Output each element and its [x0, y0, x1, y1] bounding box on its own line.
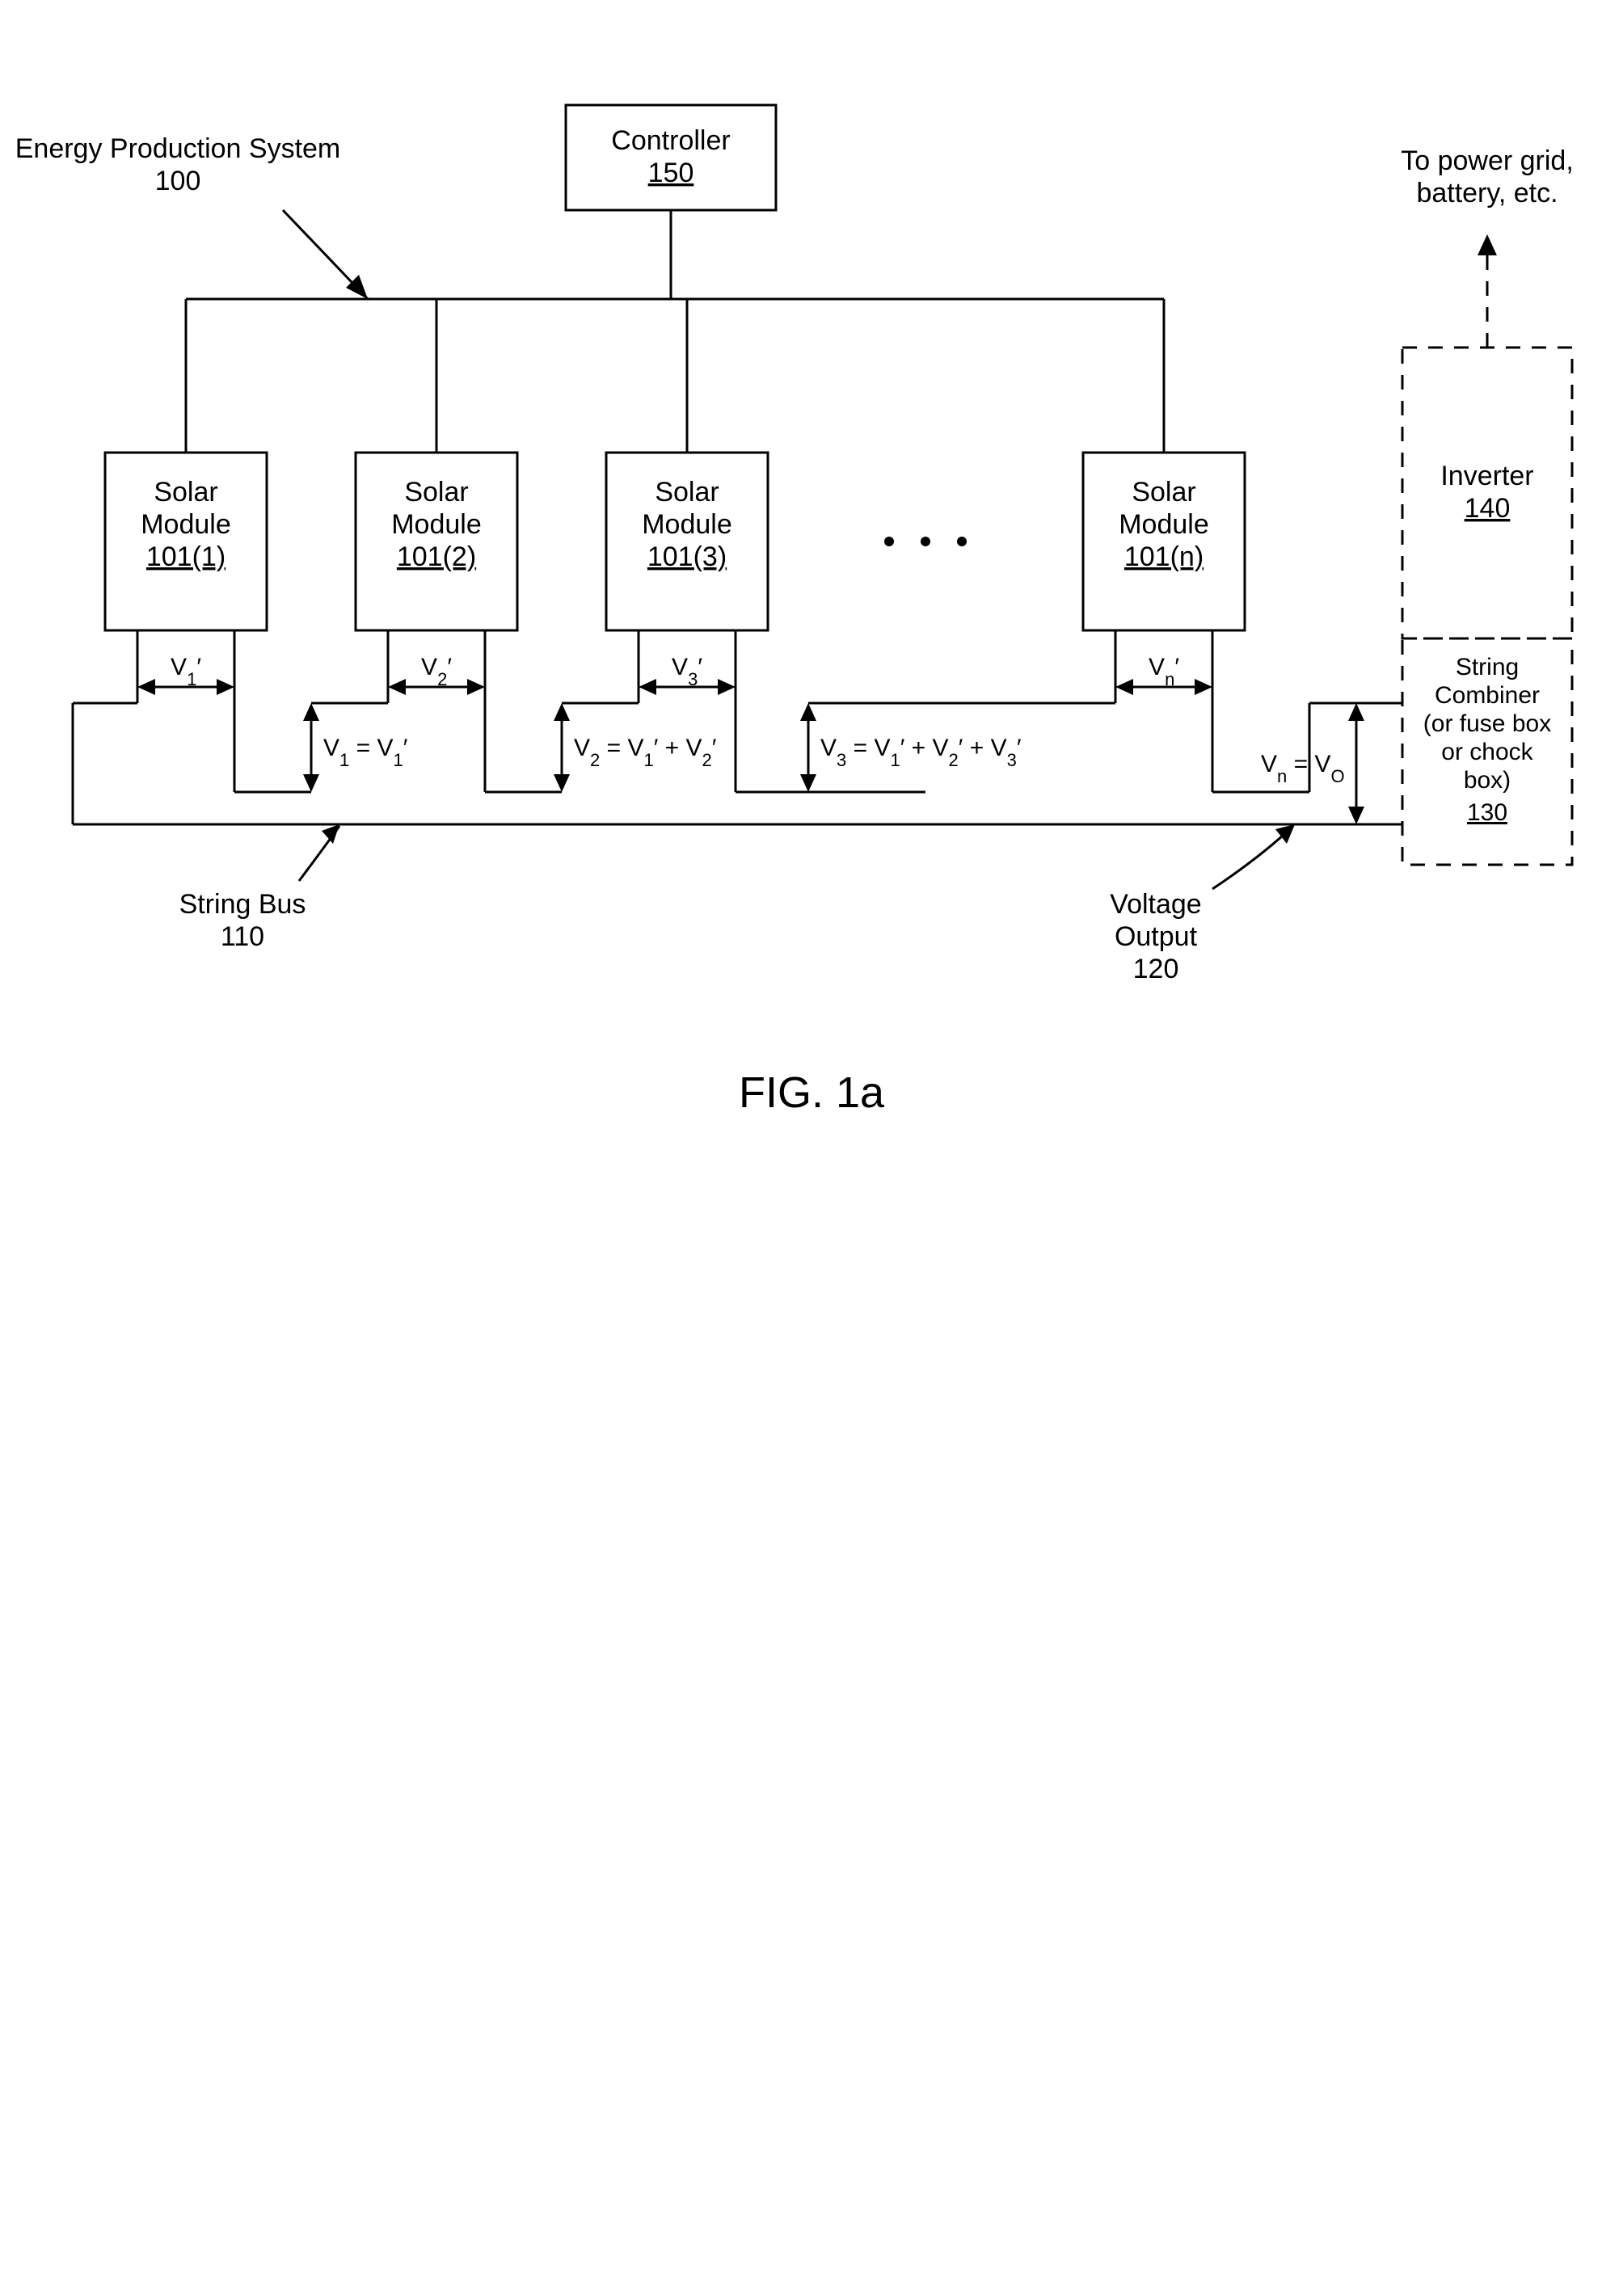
combiner-l5: box)	[1464, 767, 1511, 794]
gap2-eq: V2 = V1′ + V2′	[574, 735, 717, 770]
module-2-l1: Solar	[404, 477, 468, 508]
system-label-line2: 100	[155, 166, 201, 196]
inverter-out-arrow	[1478, 234, 1497, 255]
module-n-ref: 101(n)	[1124, 541, 1204, 572]
module-3-l2: Module	[642, 509, 732, 540]
combiner-l3: (or fuse box	[1423, 710, 1551, 737]
inverter-title: Inverter	[1440, 461, 1533, 491]
module-1-l2: Module	[141, 509, 231, 540]
ellipsis-dot-1	[884, 537, 894, 546]
inverter-ref: 140	[1465, 493, 1511, 524]
module-n-l2: Module	[1119, 509, 1209, 540]
m1-vprime-label: V1′	[171, 654, 201, 689]
module-3-l1: Solar	[655, 477, 719, 508]
module-n-l1: Solar	[1132, 477, 1195, 508]
system-label-line1: Energy Production System	[15, 133, 341, 164]
string-bus-label: String Bus	[179, 889, 306, 920]
gap4-eq: Vn = VO	[1261, 751, 1345, 786]
output-l2: battery, etc.	[1416, 178, 1558, 209]
output-l1: To power grid,	[1401, 145, 1574, 176]
diagram-svg: Energy Production System 100 Controller …	[0, 0, 1623, 2296]
combiner-l2: Combiner	[1435, 682, 1540, 709]
voltage-output-l1: Voltage	[1110, 889, 1201, 920]
gap3-eq: V3 = V1′ + V2′ + V3′	[820, 735, 1022, 770]
combiner-ref: 130	[1467, 799, 1507, 826]
voltage-output-ref: 120	[1133, 954, 1179, 984]
voltage-output-l2: Output	[1115, 921, 1198, 952]
module-2-l2: Module	[391, 509, 482, 540]
m2-vprime-label: V2′	[421, 654, 452, 689]
controller-title: Controller	[611, 125, 730, 156]
m3-vprime-label: V3′	[672, 654, 702, 689]
combiner-l1: String	[1456, 654, 1519, 680]
ellipsis-dot-2	[921, 537, 930, 546]
module-2-ref: 101(2)	[397, 541, 476, 572]
figure-label: FIG. 1a	[739, 1068, 885, 1117]
string-bus-ref: 110	[221, 921, 264, 952]
module-1-l1: Solar	[154, 477, 217, 508]
mn-vprime-label: Vn′	[1149, 654, 1179, 689]
module-1-ref: 101(1)	[146, 541, 226, 572]
ellipsis-dot-3	[957, 537, 967, 546]
module-3-ref: 101(3)	[647, 541, 727, 572]
controller-ref: 150	[648, 158, 694, 188]
combiner-l4: or chock	[1441, 739, 1533, 765]
